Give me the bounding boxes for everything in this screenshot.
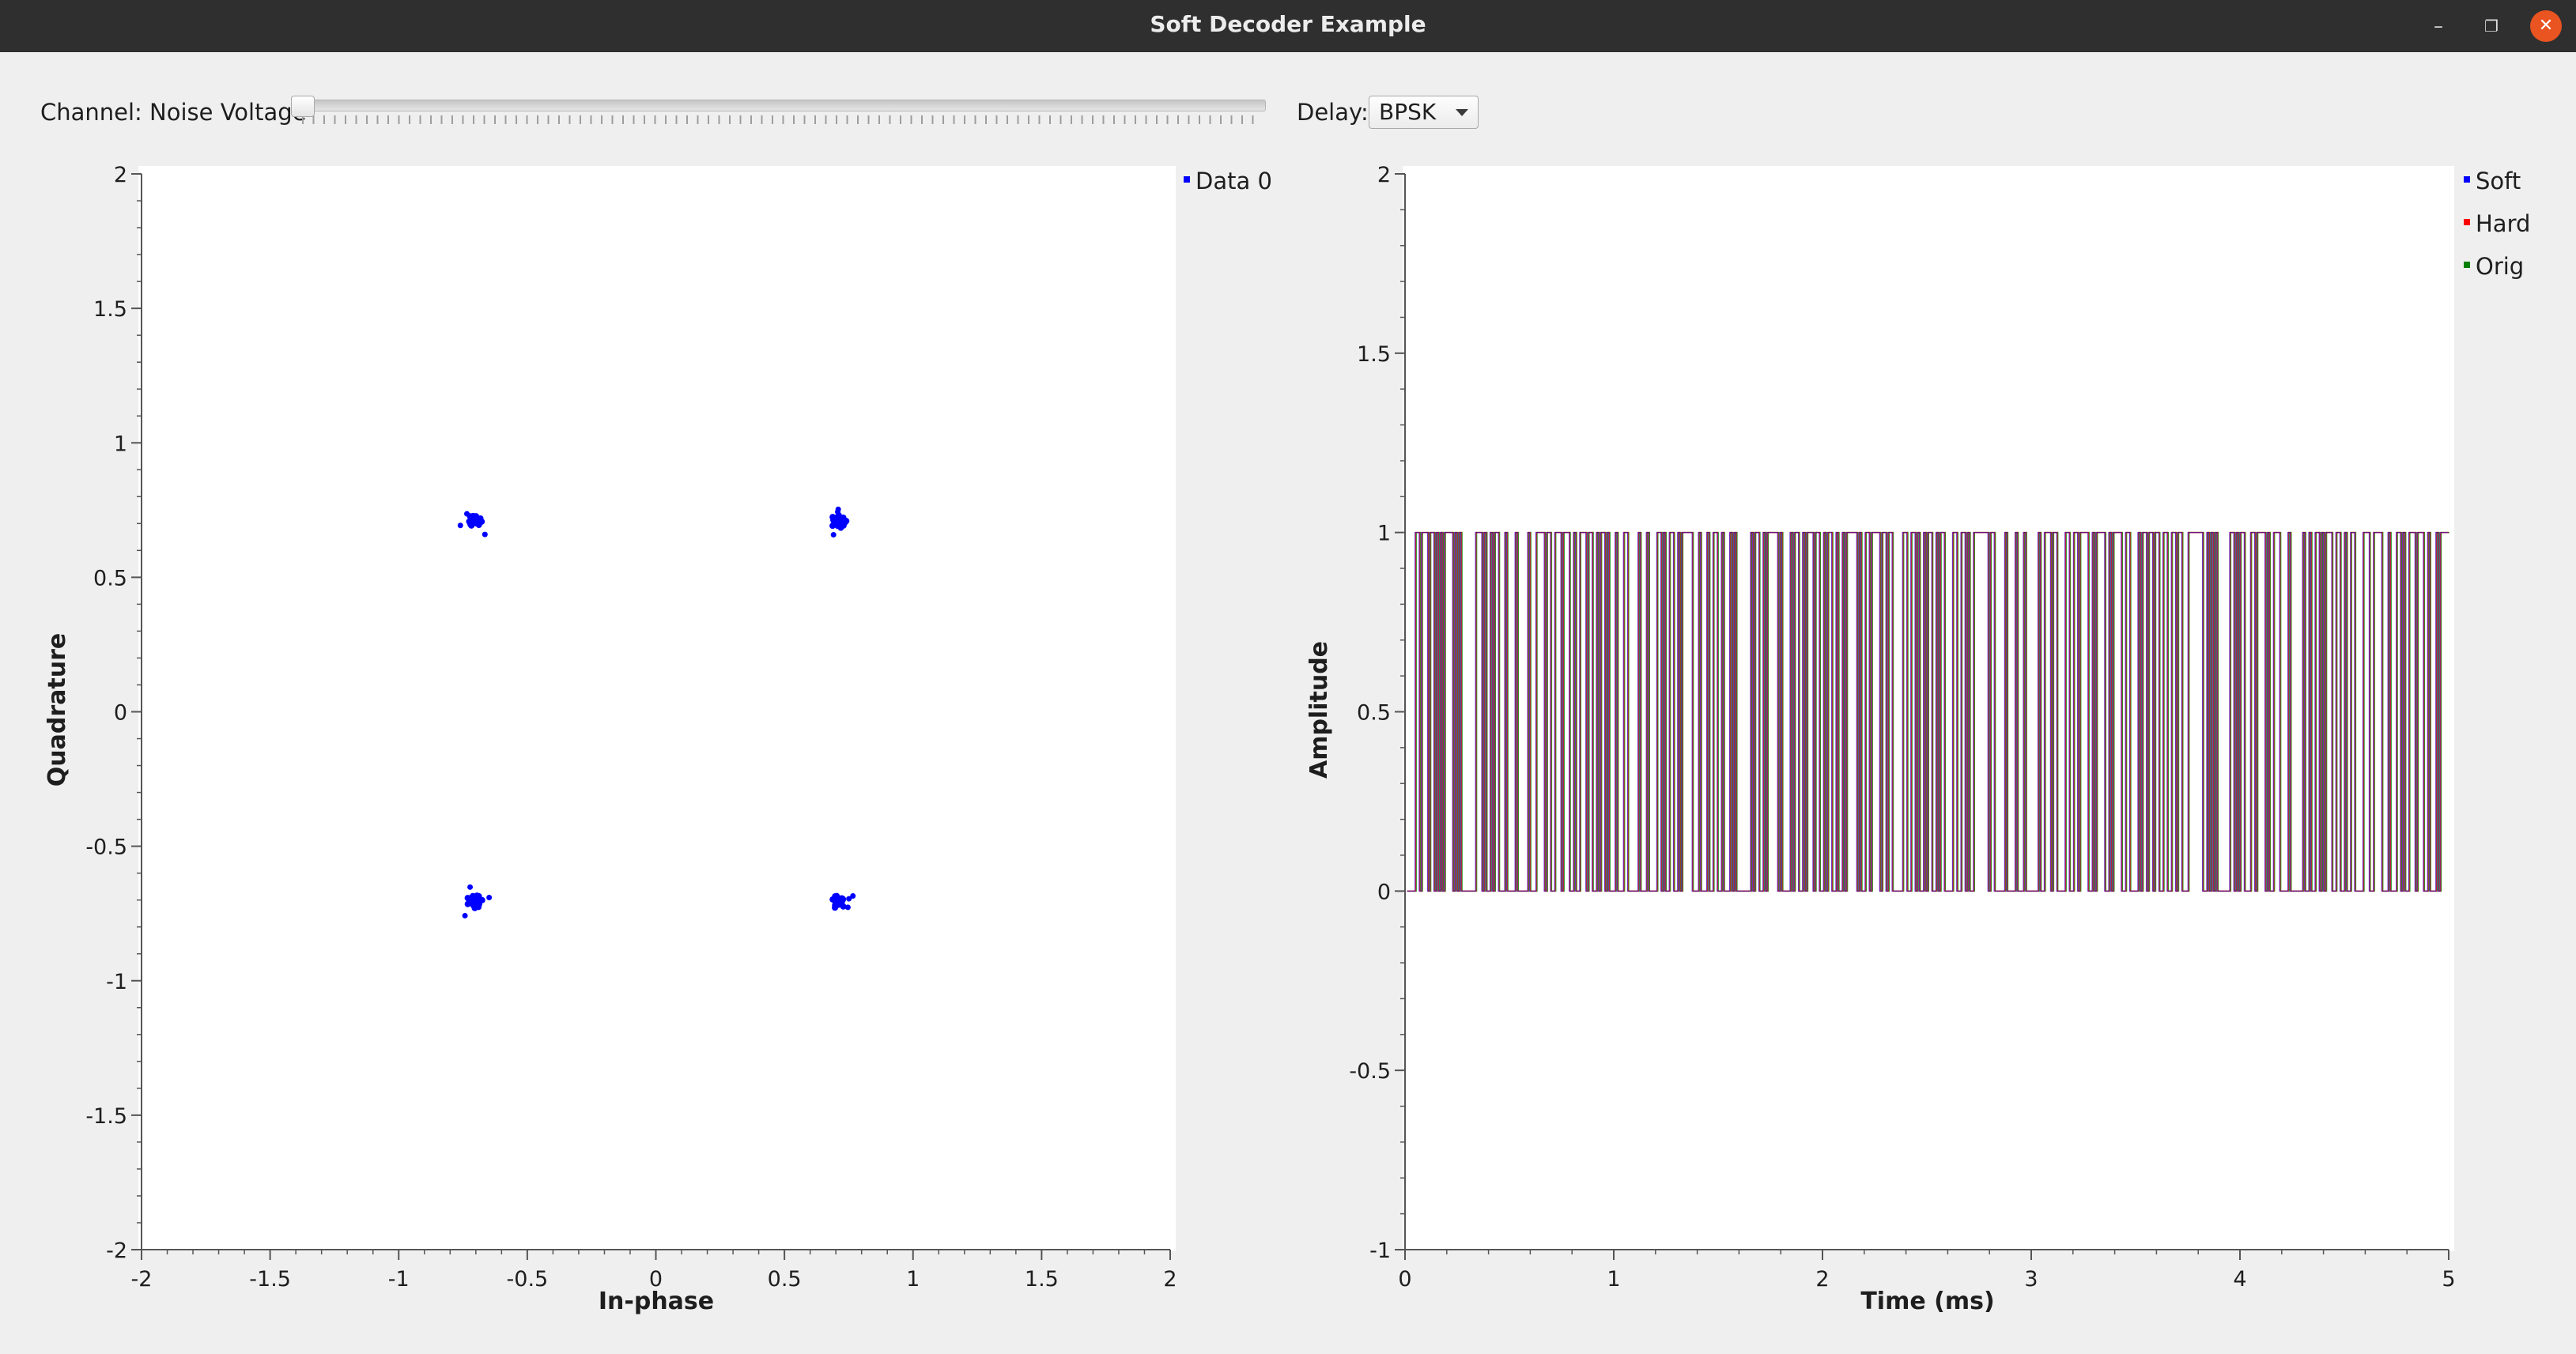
- constellation-outlier-point: [846, 896, 852, 902]
- constellation-outlier-point: [850, 893, 856, 900]
- legend-label-hard: Hard: [2476, 210, 2530, 237]
- time-y-axis-label: Amplitude: [1305, 641, 1333, 779]
- time-y-tick-label: -1: [1369, 1239, 1391, 1263]
- constellation-point: [834, 899, 841, 906]
- delay-combobox[interactable]: BPSK: [1369, 96, 1479, 129]
- constellation-point: [843, 518, 850, 525]
- legend-marker-data-0: [1184, 176, 1190, 183]
- constellation-y-tick-label: 0.5: [93, 566, 127, 590]
- delay-selected-value: BPSK: [1379, 99, 1437, 125]
- constellation-outlier-point: [463, 511, 470, 517]
- constellation-point: [833, 892, 840, 900]
- constellation-outlier-point: [457, 522, 463, 529]
- noise-voltage-slider-handle[interactable]: [291, 96, 315, 117]
- constellation-y-tick-label: -1: [106, 970, 127, 994]
- constellation-outlier-point: [462, 912, 468, 918]
- constellation-x-tick-label: -2: [131, 1267, 153, 1292]
- constellation-x-axis-label: In-phase: [599, 1288, 714, 1315]
- noise-voltage-label: Channel: Noise Voltage: [40, 99, 307, 126]
- time-y-tick-label: 0.5: [1357, 701, 1391, 726]
- legend-marker-soft: [2464, 176, 2470, 183]
- legend-marker-hard: [2464, 219, 2470, 225]
- time-y-tick-label: 1: [1377, 522, 1391, 546]
- minimize-icon[interactable]: –: [2434, 15, 2443, 37]
- constellation-plot: 2 1.5 1 0.5 0 -0.5 -1 -1.5 -2-2 -1.5 -1 -0.5 0 0.5 1 1.…: [85, 163, 1177, 1292]
- constellation-y-tick-label: 0: [114, 701, 127, 726]
- constellation-y-tick-label: 2: [114, 163, 127, 187]
- constellation-outlier-point: [835, 509, 841, 515]
- close-icon[interactable]: ✕: [2530, 10, 2562, 42]
- constellation-point: [471, 904, 478, 911]
- constellation-x-tick-label: -1: [388, 1267, 410, 1292]
- window-title: Soft Decoder Example: [1150, 11, 1426, 37]
- maximize-icon[interactable]: ❐: [2484, 17, 2499, 36]
- constellation-y-tick-label: -1.5: [85, 1104, 127, 1129]
- time-y-tick-label: -0.5: [1349, 1059, 1391, 1084]
- time-x-tick-label: 4: [2233, 1267, 2246, 1292]
- constellation-point: [470, 892, 477, 900]
- constellation-point: [473, 513, 480, 520]
- constellation-plot-area[interactable]: [138, 166, 1176, 1251]
- constellation-point: [478, 896, 485, 903]
- time-y-tick-label: 0: [1377, 880, 1391, 904]
- constellation-cluster: [829, 506, 850, 538]
- constellation-point: [832, 517, 839, 524]
- constellation-x-tick-label: 0.5: [768, 1267, 802, 1292]
- constellation-outlier-point: [467, 884, 474, 890]
- legend-label-orig: Orig: [2476, 253, 2524, 280]
- time-y-tick-label: 1.5: [1357, 342, 1391, 367]
- time-plot: 2 1.5 1 0.5 0 -0.5 -1 0 1 2 3 4 5: [1349, 163, 2455, 1292]
- title-bar: [0, 0, 2576, 52]
- constellation-outlier-point: [486, 895, 493, 901]
- legend-label-data-0: Data 0: [1195, 168, 1272, 194]
- chevron-down-icon: [1456, 109, 1468, 116]
- constellation-cluster: [462, 884, 493, 918]
- series-line-soft: [1407, 532, 2449, 892]
- constellation-x-tick-label: 1.5: [1025, 1267, 1059, 1292]
- constellation-y-tick-label: -0.5: [85, 835, 127, 860]
- constellation-y-tick-label: -2: [106, 1239, 127, 1263]
- time-x-tick-label: 1: [1607, 1267, 1620, 1292]
- constellation-outlier-point: [844, 904, 851, 911]
- constellation-x-tick-label: 0: [649, 1267, 663, 1292]
- time-x-tick-label: 5: [2442, 1267, 2455, 1292]
- time-x-tick-label: 3: [2024, 1267, 2038, 1292]
- constellation-cluster: [457, 511, 488, 537]
- legend-marker-orig: [2464, 262, 2470, 268]
- constellation-point: [471, 518, 478, 525]
- constellation-y-axis-label: Quadrature: [43, 633, 71, 786]
- slider-ticks: [302, 115, 1260, 124]
- time-x-tick-label: 0: [1398, 1267, 1411, 1292]
- constellation-x-tick-label: -0.5: [507, 1267, 549, 1292]
- constellation-x-tick-label: -1.5: [249, 1267, 291, 1292]
- time-y-tick-label: 2: [1377, 163, 1391, 187]
- legend-label-soft: Soft: [2476, 168, 2521, 194]
- constellation-y-tick-label: 1.5: [93, 297, 127, 322]
- constellation-point: [470, 899, 478, 906]
- delay-label: Delay:: [1297, 99, 1369, 126]
- time-x-tick-label: 2: [1815, 1267, 1829, 1292]
- constellation-x-tick-label: 1: [906, 1267, 920, 1292]
- constellation-outlier-point: [830, 532, 837, 538]
- constellation-point: [840, 903, 847, 910]
- constellation-x-tick-label: 2: [1163, 1267, 1177, 1292]
- constellation-outlier-point: [482, 531, 488, 537]
- constellation-cluster: [829, 892, 856, 911]
- constellation-y-tick-label: 1: [114, 432, 127, 456]
- time-x-axis-label: Time (ms): [1860, 1288, 1994, 1315]
